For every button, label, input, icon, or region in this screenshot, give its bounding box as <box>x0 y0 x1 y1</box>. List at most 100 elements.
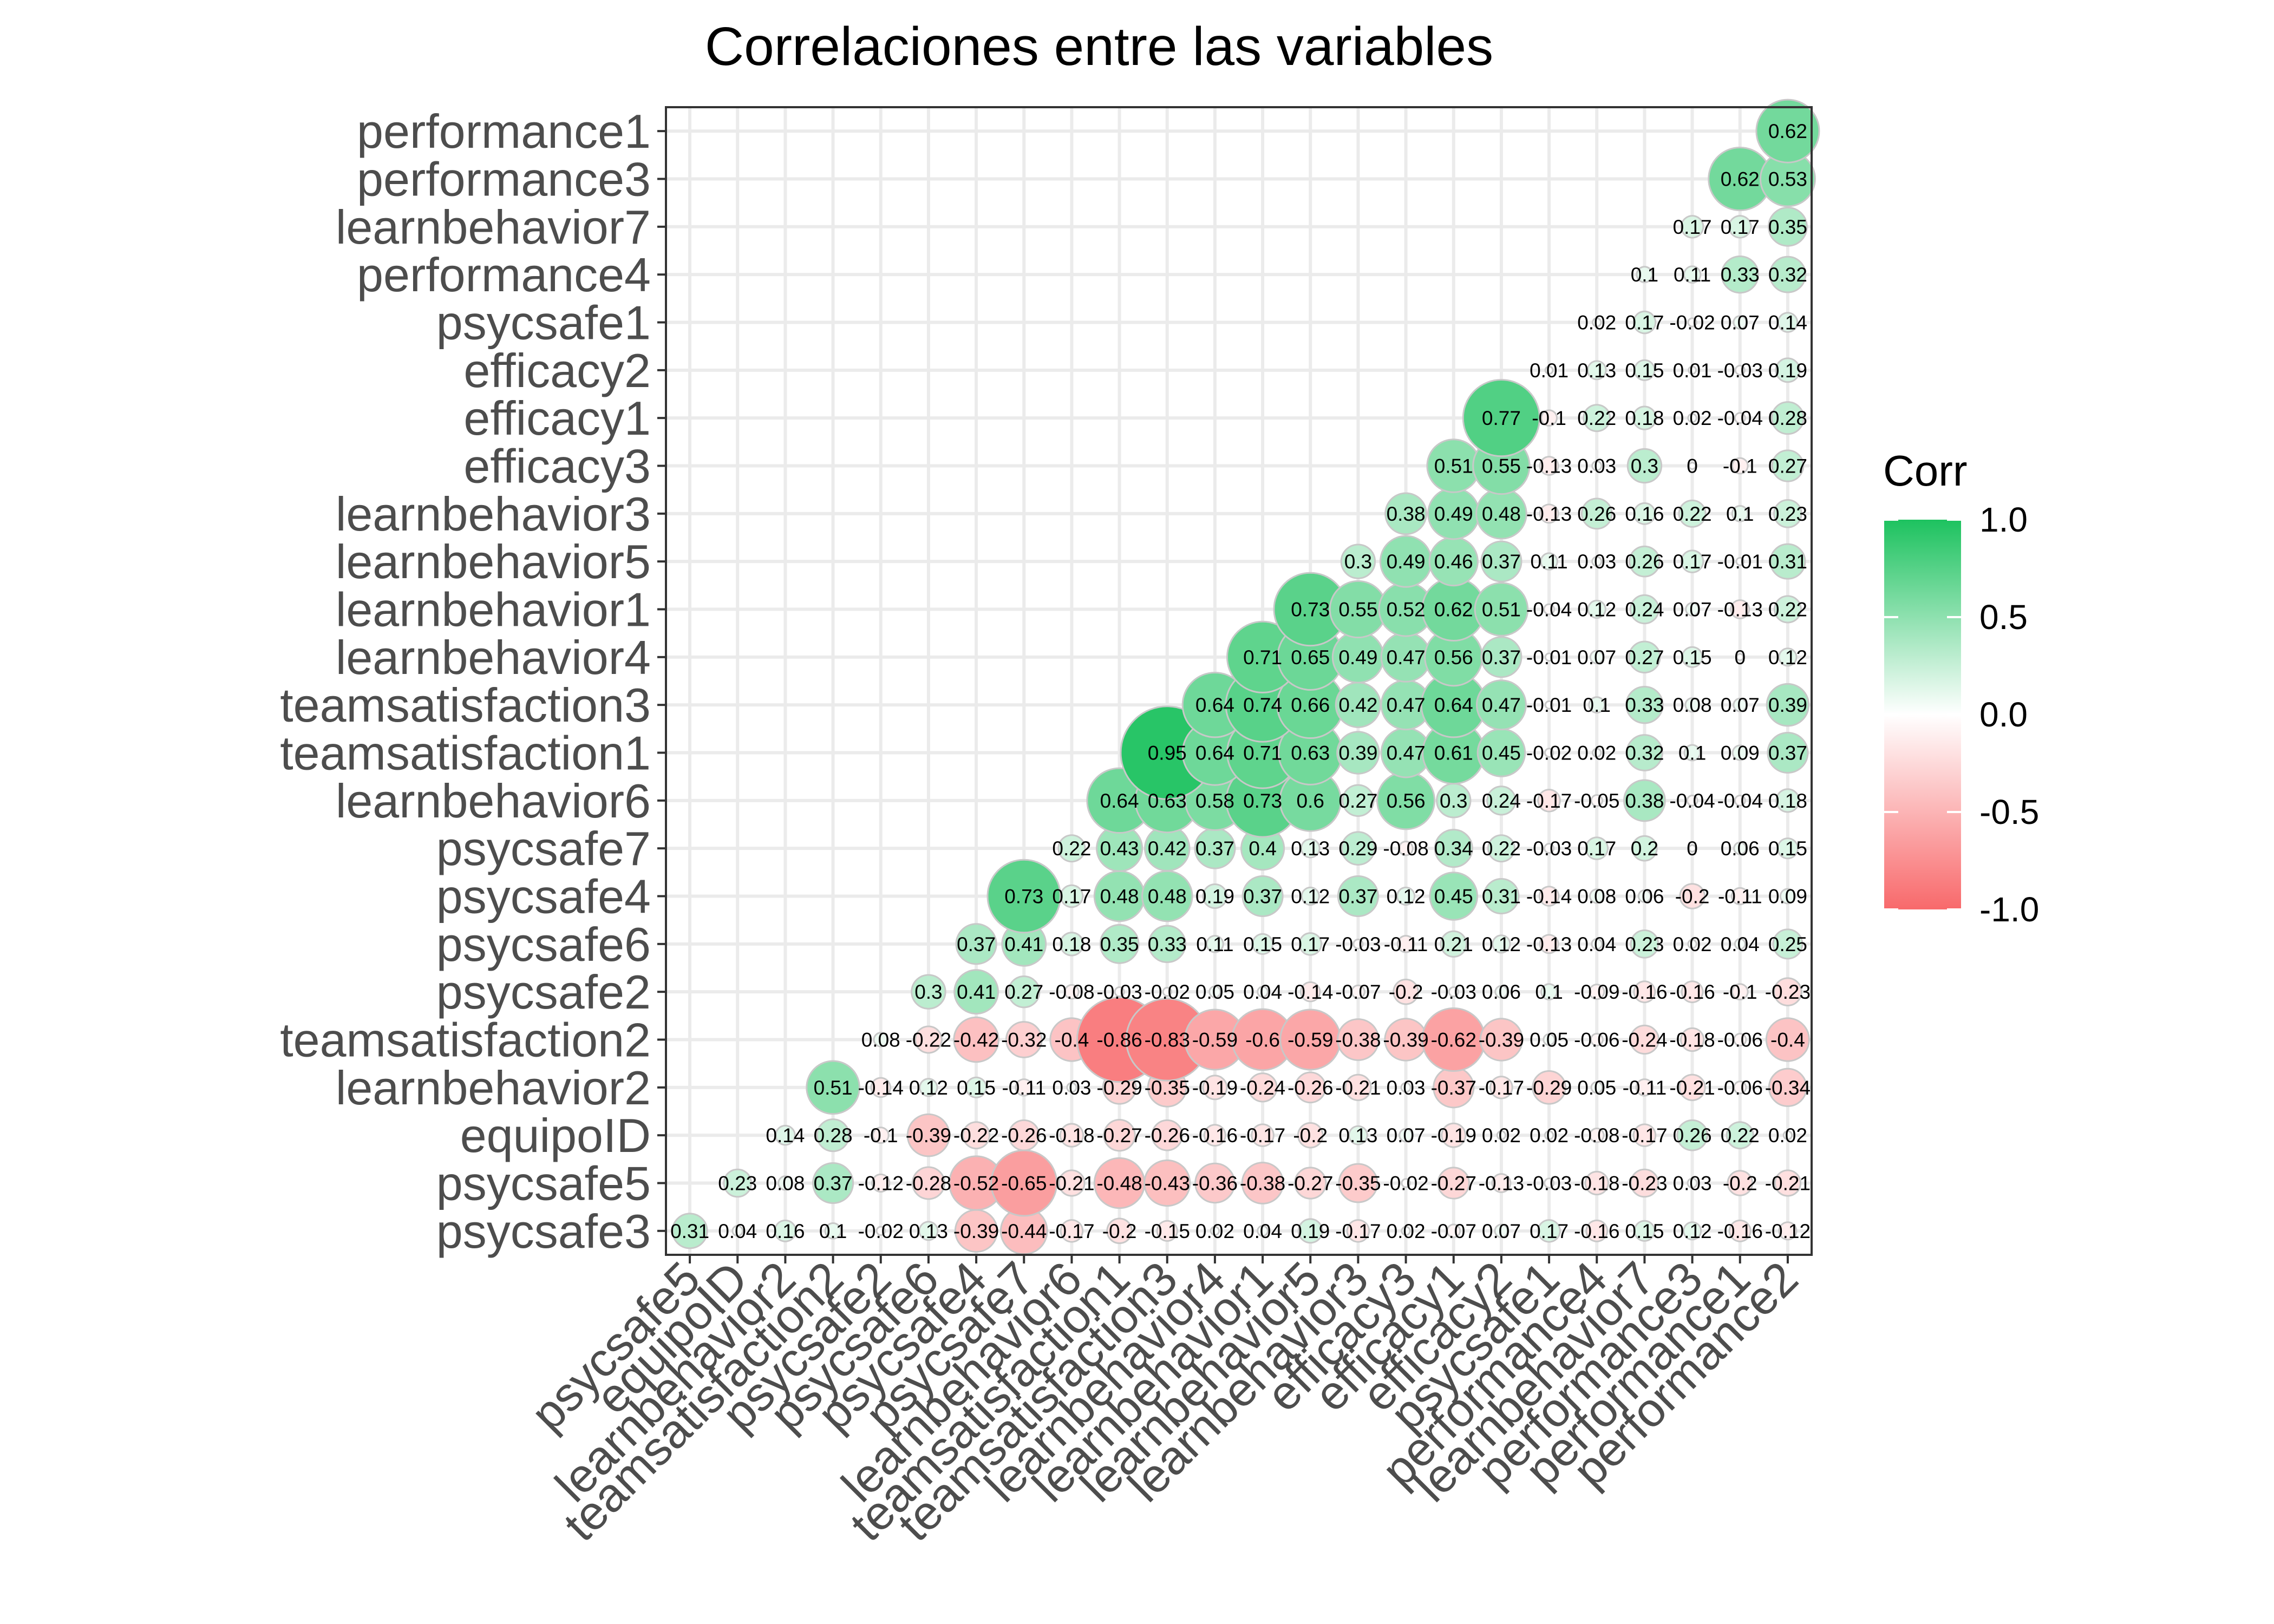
correlation-value-label: 0.03 <box>1673 1173 1712 1195</box>
correlation-value-label: 0.22 <box>1577 407 1616 429</box>
correlation-value-label: -0.16 <box>1717 1220 1763 1242</box>
correlation-value-label: 0.08 <box>1673 694 1712 716</box>
correlation-value-label: -0.52 <box>953 1173 999 1195</box>
correlation-value-label: 0.12 <box>909 1077 948 1099</box>
y-tick-label: efficacy1 <box>463 391 651 445</box>
correlation-value-label: 0.02 <box>1768 1124 1807 1147</box>
correlation-value-label: -0.38 <box>1240 1173 1285 1195</box>
correlation-bubble <box>1726 1121 1754 1150</box>
correlation-bubble <box>1103 1119 1136 1152</box>
correlation-value-label: -0.26 <box>1288 1077 1333 1099</box>
correlation-value-label: 0.17 <box>1721 216 1760 238</box>
correlation-bubble <box>1775 357 1801 383</box>
correlation-value-label: 0.17 <box>1052 886 1091 908</box>
correlation-value-label: -0.16 <box>1622 981 1667 1003</box>
correlation-bubble <box>1398 840 1414 856</box>
correlation-value-label: 0.03 <box>1577 551 1616 573</box>
correlation-value-label: -0.17 <box>1049 1220 1094 1242</box>
correlation-value-label: -0.26 <box>1001 1124 1047 1147</box>
correlation-bubble <box>1771 449 1805 482</box>
correlation-value-label: 0.55 <box>1482 455 1521 477</box>
correlation-value-label: 0.38 <box>1625 790 1664 812</box>
correlation-bubble <box>1590 1032 1604 1047</box>
correlation-value-label: -0.28 <box>906 1173 951 1195</box>
correlation-value-label: -0.27 <box>1431 1173 1476 1195</box>
correlation-bubble <box>1060 1219 1084 1243</box>
legend: Corr 1.0 0.5 0.0 -0.5 -1.0 <box>1883 447 2039 929</box>
correlation-value-label: -0.24 <box>1240 1077 1285 1099</box>
correlation-value-label: -0.44 <box>1001 1220 1047 1242</box>
correlation-value-label: 0.02 <box>1577 742 1616 764</box>
correlation-value-label: -0.12 <box>1765 1220 1811 1242</box>
legend-title: Corr <box>1883 447 1968 495</box>
correlation-value-label: 0.14 <box>766 1124 805 1147</box>
y-tick-label: learnbehavior3 <box>336 487 651 541</box>
correlation-bubble <box>1340 543 1376 579</box>
correlation-value-label: 0.12 <box>1673 1220 1712 1242</box>
correlation-bubble <box>1727 1170 1754 1196</box>
correlation-value-label: -0.59 <box>1288 1029 1333 1051</box>
correlation-value-label: 0.24 <box>1482 790 1521 812</box>
correlation-bubble <box>1294 1167 1327 1200</box>
correlation-value-label: -0.38 <box>1335 1029 1381 1051</box>
correlation-value-label: 0.56 <box>1387 790 1426 812</box>
correlation-value-label: -0.08 <box>1574 1124 1619 1147</box>
correlation-bubble <box>1532 1070 1566 1105</box>
correlation-value-label: -0.4 <box>1770 1029 1805 1051</box>
correlation-value-label: 0.62 <box>1768 120 1807 142</box>
correlation-value-label: 0 <box>1687 837 1698 860</box>
correlation-bubble <box>1768 206 1808 247</box>
correlation-bubble <box>1688 844 1697 853</box>
correlation-bubble <box>824 1222 842 1240</box>
correlation-bubble <box>1731 983 1749 1001</box>
correlation-bubble <box>870 1077 892 1098</box>
correlation-value-label: -0.21 <box>1765 1173 1811 1195</box>
correlation-value-label: 0.02 <box>1530 1124 1569 1147</box>
correlation-bubble <box>1592 317 1602 328</box>
correlation-value-label: 0.37 <box>1482 646 1521 669</box>
correlation-value-label: -0.17 <box>1479 1077 1524 1099</box>
correlation-value-label: -0.07 <box>1335 981 1381 1003</box>
correlation-value-label: 0.12 <box>1291 886 1330 908</box>
correlation-value-label: -0.27 <box>1096 1124 1142 1147</box>
correlation-bubble <box>1114 986 1125 998</box>
correlation-bubble <box>1301 886 1320 906</box>
correlation-value-label: 0.03 <box>1577 455 1616 477</box>
y-tick-label: teamsatisfaction3 <box>280 678 651 732</box>
correlation-bubble <box>1733 1081 1747 1095</box>
correlation-bubble <box>1588 696 1606 714</box>
correlation-value-label: -0.17 <box>1240 1124 1285 1147</box>
legend-tick-label: 0.5 <box>1979 598 2028 637</box>
correlation-bubble <box>1589 650 1604 665</box>
correlation-value-label: 0.1 <box>1583 694 1611 716</box>
correlation-bubble <box>1400 1082 1412 1093</box>
correlation-bubble <box>1543 1033 1556 1046</box>
correlation-value-label: -0.13 <box>1717 599 1763 621</box>
correlation-bubble <box>1396 935 1415 953</box>
correlation-value-label: -0.32 <box>1001 1029 1047 1051</box>
correlation-value-label: -0.17 <box>1526 790 1572 812</box>
correlation-bubble <box>1630 1168 1659 1198</box>
correlation-bubble <box>1585 1219 1609 1242</box>
correlation-bubble <box>775 1124 796 1146</box>
y-tick-label: psycsafe7 <box>436 822 651 875</box>
correlation-value-label: -0.39 <box>1383 1029 1428 1051</box>
correlation-bubble <box>1591 938 1603 950</box>
correlation-value-label: -0.21 <box>1335 1077 1381 1099</box>
correlation-value-label: -0.26 <box>1145 1124 1190 1147</box>
correlation-bubble <box>1015 1078 1033 1097</box>
correlation-bubble <box>1772 928 1803 960</box>
correlation-value-label: 0.09 <box>1721 742 1760 764</box>
correlation-bubble <box>1633 359 1656 381</box>
correlation-value-label: 0.49 <box>1387 551 1426 573</box>
correlation-value-label: -0.03 <box>1096 981 1142 1003</box>
correlation-value-label: 0.48 <box>1148 886 1187 908</box>
correlation-value-label: -0.13 <box>1526 455 1572 477</box>
correlation-value-label: 0.4 <box>1249 837 1276 860</box>
correlation-value-label: 0.45 <box>1482 742 1521 764</box>
correlation-bubble <box>1680 1027 1705 1052</box>
correlation-bubble <box>1731 744 1748 761</box>
correlation-value-label: 0.37 <box>814 1173 853 1195</box>
correlation-bubble <box>1064 984 1080 1000</box>
correlation-value-label: 0.05 <box>1195 981 1234 1003</box>
